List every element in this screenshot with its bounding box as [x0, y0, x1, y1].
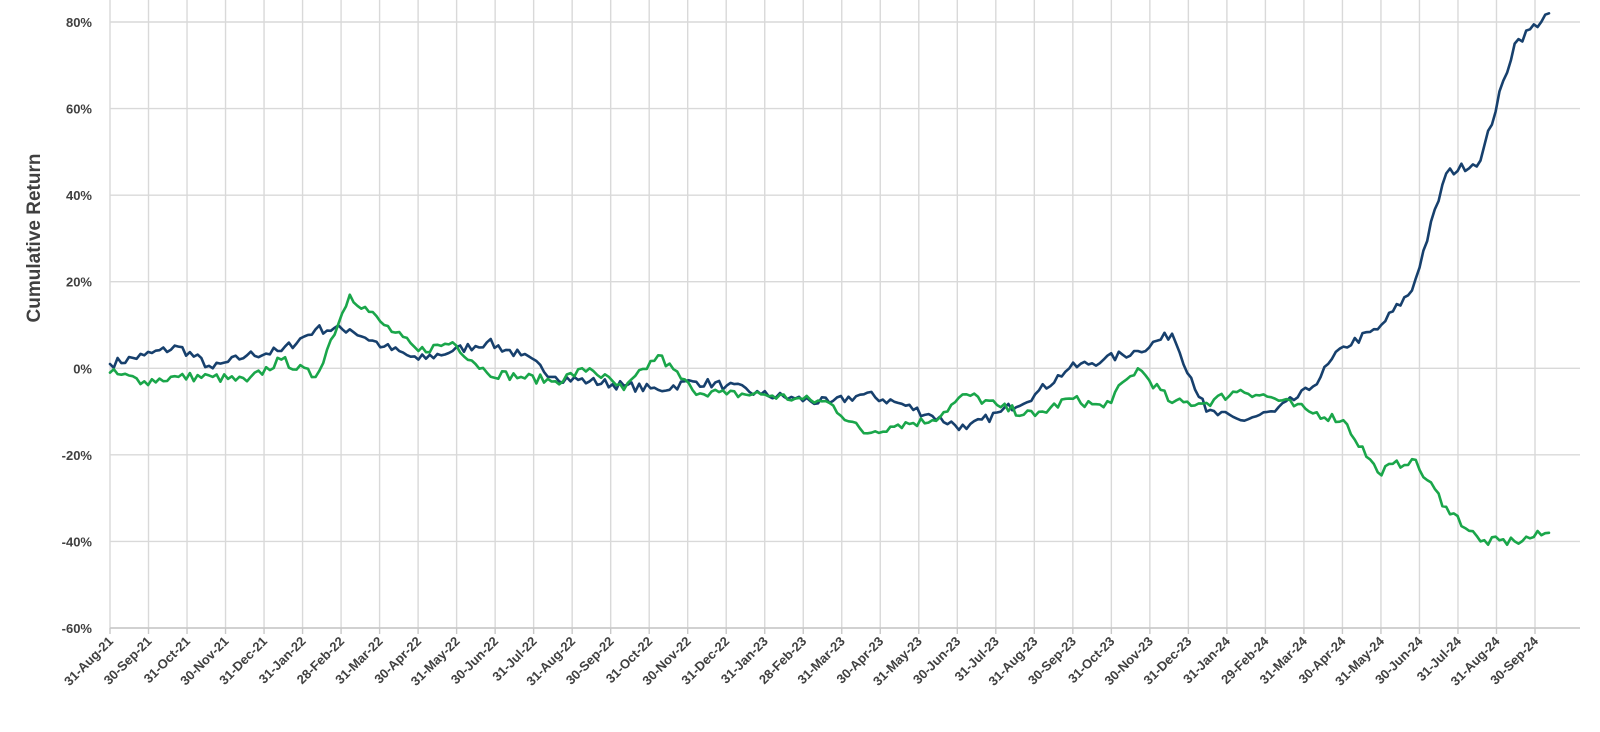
y-tick-label: 20%: [66, 275, 92, 290]
vertical-gridlines: [109, 0, 1580, 634]
y-tick-label: 0%: [73, 361, 92, 376]
y-axis-tick-labels: 80% 60% 40% 20% 0% -20% -40% -60%: [62, 15, 93, 636]
series-line-1: [108, 12, 1551, 432]
y-tick-label: 80%: [66, 15, 92, 30]
y-tick-label: -40%: [62, 534, 93, 549]
x-axis-tick-labels: 31-Aug-2130-Sep-2131-Oct-2130-Nov-2131-D…: [61, 633, 1542, 689]
y-tick-label: -20%: [62, 448, 93, 463]
y-tick-label: -60%: [62, 621, 93, 636]
y-axis-label: Cumulative Return: [24, 154, 45, 323]
y-tick-label: 60%: [66, 102, 92, 117]
series-lines: [108, 12, 1551, 546]
y-tick-label: 40%: [66, 188, 92, 203]
series-line-2: [108, 293, 1551, 546]
horizontal-gridlines: [110, 21, 1580, 629]
